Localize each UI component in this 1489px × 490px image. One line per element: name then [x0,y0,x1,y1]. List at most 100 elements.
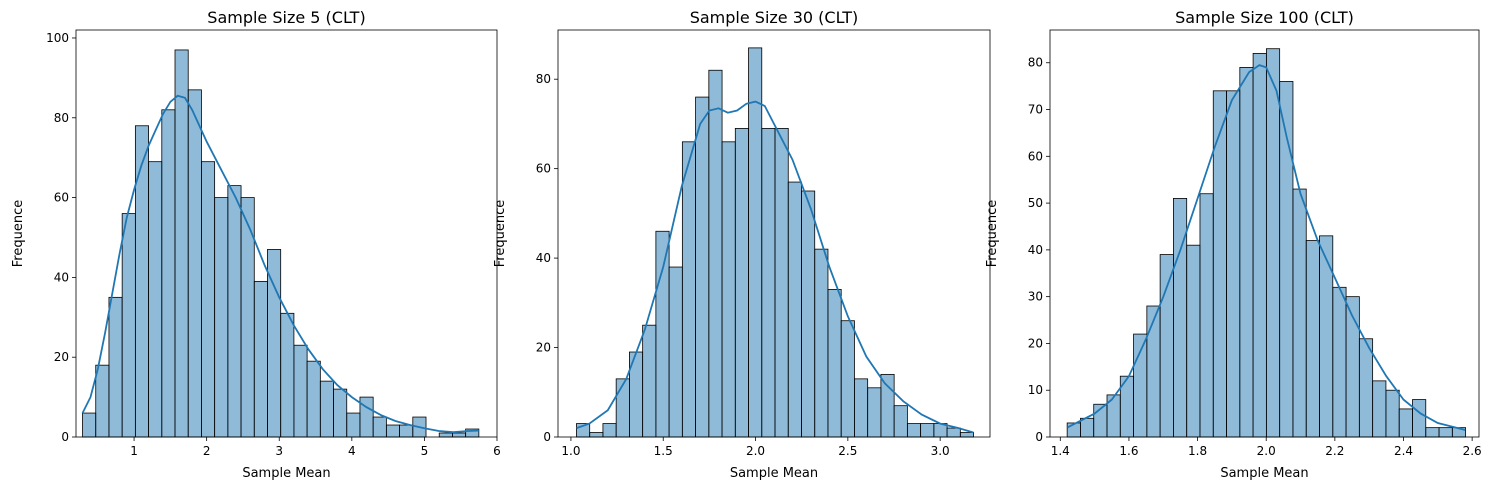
chart-3-bar-19 [1305,240,1320,438]
chart-3-ytick-label: 10 [1028,383,1043,397]
chart-3-xtick-label: 2.4 [1394,444,1413,458]
chart-3-bar-15 [1252,52,1267,438]
chart-1-bar-3 [108,296,123,438]
chart-3-bar-16 [1265,48,1281,438]
chart-1-bar-18 [306,360,321,438]
chart-2-bar-27 [920,423,935,438]
chart-3-ytick-label: 60 [1028,149,1043,163]
chart-1-ytick-label: 0 [61,430,69,444]
chart-2-bar-26 [906,423,922,438]
chart-1-bar-1 [82,412,97,438]
chart-3-ytick-label: 20 [1028,336,1043,350]
chart-1-bar-21 [346,412,361,438]
chart-3-bar-13 [1226,90,1241,438]
chart-2-bar-15 [761,127,776,438]
chart-3-bar-21 [1332,286,1347,438]
chart-3-kde-line [1066,64,1466,431]
chart-2-title: Sample Size 30 (CLT) [690,8,859,27]
chart-1-ylabel: Frequence [11,200,26,267]
chart-3-bar-2 [1080,417,1095,438]
chart-1-xlabel: Sample Mean [242,466,330,481]
chart-1-ytick-label: 40 [54,270,69,284]
chart-3-xtick-label: 2.0 [1257,444,1276,458]
chart-3-bar-12 [1212,90,1227,438]
chart-1-xtick-label: 5 [421,444,429,458]
chart-1-xtick-label: 1 [130,444,138,458]
chart-3-bar-25 [1385,389,1400,438]
chart-2-xtick-label: 2.5 [838,444,857,458]
chart-2-xtick-label: 1.0 [561,444,580,458]
chart-2-bar-9 [681,141,696,438]
chart-2-xlabel: Sample Mean [730,466,818,481]
chart-1-ytick-label: 100 [46,31,69,45]
chart-2-ytick-label: 20 [536,341,551,355]
chart-2-bar-4 [615,378,630,438]
chart-2-bar-30 [959,432,974,438]
chart-3-bar-7 [1146,305,1161,438]
chart-2-bar-23 [867,387,882,438]
histogram-panel-2: 1.0 1.5 2.0 2.5 3.0 0 20 40 60 80 Sample Size 30 (… [493,8,991,481]
chart-3-ylabel: Frequence [985,200,1000,267]
chart-1-title: Sample Size 5 (CLT) [207,8,365,27]
chart-3-bar-10 [1186,244,1201,438]
chart-2-bar-12 [721,141,736,438]
chart-1-xtick-label: 3 [275,444,283,458]
chart-1-bar-17 [293,344,308,438]
chart-2-bar-8 [668,266,683,438]
chart-2-bar-10 [695,96,710,438]
chart-2-bar-2 [589,432,604,438]
chart-3-bar-26 [1398,408,1413,438]
chart-2-bar-25 [893,405,908,438]
chart-2-ytick-label: 40 [536,251,551,265]
chart-1-bar-4 [121,213,136,438]
chart-3-xtick-label: 1.8 [1188,444,1207,458]
chart-3-ytick-label: 70 [1028,103,1043,117]
chart-2-bar-16 [774,127,789,438]
chart-2-bar-14 [748,47,763,438]
chart-1-bar-19 [319,380,334,438]
chart-1-bar-8 [174,49,189,438]
chart-1-bar-16 [280,312,295,438]
chart-3-xtick-label: 1.6 [1119,444,1138,458]
chart-1-xtick-label: 6 [493,444,501,458]
chart-3-axes-frame [1049,29,1480,438]
chart-3-bar-18 [1292,188,1307,438]
chart-3-ytick-label: 0 [1035,430,1043,444]
chart-3-bar-11 [1199,193,1214,438]
chart-3-xlabel: Sample Mean [1220,466,1308,481]
chart-1-bar-9 [187,89,202,438]
chart-1-bar-23 [372,416,387,438]
chart-3-bar-8 [1159,254,1174,438]
chart-2-kde-line [576,100,974,434]
chart-1-bar-28 [438,432,453,438]
chart-2-xtick-label: 3.0 [931,444,950,458]
chart-1-bar-24 [385,424,400,438]
chart-3-ytick-label: 30 [1028,290,1043,304]
chart-1-xtick-label: 2 [203,444,211,458]
chart-1-bar-29 [452,432,467,438]
chart-3-xtick-label: 2.6 [1463,444,1482,458]
chart-3-bar-29 [1438,427,1453,438]
chart-1-bar-6 [148,161,163,438]
chart-2-bar-18 [801,190,816,438]
chart-2-bar-29 [946,427,961,438]
chart-2-bar-22 [854,378,869,438]
chart-3-bar-14 [1239,67,1254,438]
chart-3-ytick-label: 80 [1028,56,1043,70]
chart-2-xtick-label: 2.0 [746,444,765,458]
chart-1-ytick-label: 60 [54,191,69,205]
chart-2-bar-19 [814,248,829,438]
chart-3-title: Sample Size 100 (CLT) [1175,8,1354,27]
chart-2-ytick-label: 0 [543,430,551,444]
chart-1-bar-2 [95,364,110,438]
chart-3-ytick-label: 40 [1028,243,1043,257]
chart-1-bar-10 [201,161,216,438]
chart-3-bar-24 [1372,380,1387,438]
chart-2-ytick-label: 60 [536,162,551,176]
chart-1-bar-25 [399,424,414,438]
chart-2-ylabel: Frequence [493,200,508,267]
chart-3-xtick-label: 1.4 [1051,444,1070,458]
chart-1-bar-20 [333,388,348,438]
chart-1-ytick-label: 20 [54,350,69,364]
